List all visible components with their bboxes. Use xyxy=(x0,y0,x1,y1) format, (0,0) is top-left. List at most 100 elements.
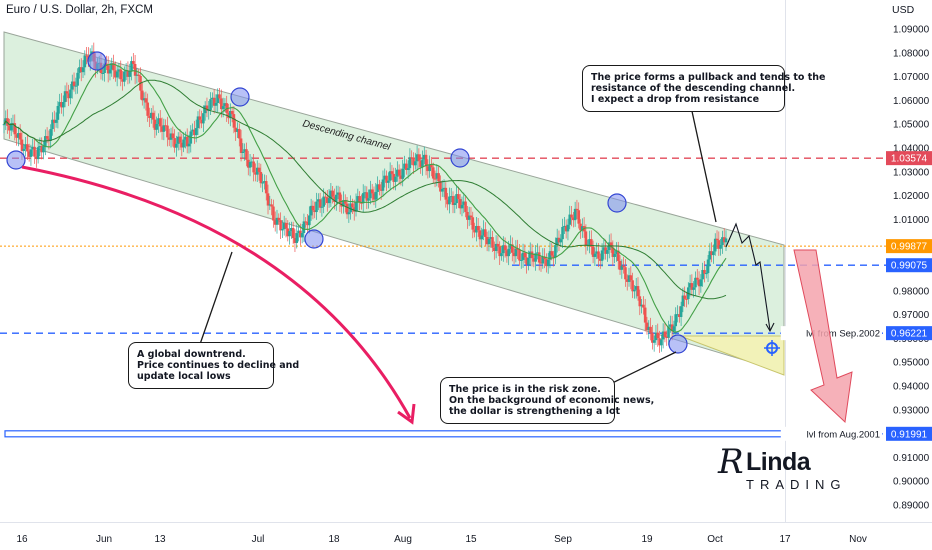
price-label-bg xyxy=(886,151,932,166)
candle-body xyxy=(507,248,510,257)
candle-body xyxy=(365,192,369,201)
candle-body xyxy=(521,252,525,260)
candle-body xyxy=(325,197,329,204)
price-label-bg xyxy=(886,426,932,441)
candle-body xyxy=(29,149,33,157)
candle-body xyxy=(117,69,121,72)
candle-body xyxy=(367,198,370,201)
candle-body xyxy=(555,237,559,246)
candle-body xyxy=(61,102,65,108)
candle-body xyxy=(349,203,352,213)
candle-body xyxy=(643,307,647,323)
candle-body xyxy=(453,203,457,205)
candle-body xyxy=(399,175,403,179)
candle-body xyxy=(704,273,708,275)
resistance-callout-line: resistance of the descending channel. xyxy=(591,83,796,94)
candle-body xyxy=(103,63,106,73)
candle-body xyxy=(697,279,701,287)
candle-body xyxy=(218,94,221,99)
time-axis-tick: 16 xyxy=(16,534,28,545)
candle-body xyxy=(123,71,126,82)
candle-body xyxy=(678,314,681,317)
candle-body xyxy=(412,157,415,166)
forecast-path xyxy=(725,222,771,331)
candle-body xyxy=(591,246,595,257)
candle-body xyxy=(530,251,534,259)
candle-body xyxy=(449,196,453,198)
candle-body xyxy=(568,214,572,225)
price-axis-tick: 1.01000 xyxy=(893,215,930,226)
candle-body xyxy=(297,230,300,234)
candle-body xyxy=(489,237,493,239)
candle-body xyxy=(293,238,297,243)
channel-touch-marker xyxy=(607,193,627,213)
candle-body xyxy=(351,203,354,208)
candle-body xyxy=(40,146,44,153)
candle-body xyxy=(327,198,331,204)
candle-body xyxy=(532,258,536,262)
time-axis-tick: Sep xyxy=(554,534,572,545)
price-axis-tick: 0.97000 xyxy=(893,310,930,321)
candle-body xyxy=(485,236,489,245)
candle-body xyxy=(669,324,672,327)
candle-body xyxy=(133,63,137,76)
candle-body xyxy=(162,125,166,132)
candle-body xyxy=(606,250,609,254)
candle-body xyxy=(81,67,85,73)
candle-body xyxy=(550,251,554,256)
candle-body xyxy=(178,136,182,143)
candle-body xyxy=(356,196,360,203)
price-axis-tick: 1.02000 xyxy=(893,191,930,202)
candle-body xyxy=(618,260,622,270)
time-axis-tick: 17 xyxy=(779,534,791,545)
candle-body xyxy=(654,332,658,341)
candle-body xyxy=(72,81,76,87)
candle-body xyxy=(148,115,151,119)
candle-body xyxy=(106,65,110,74)
candle-body xyxy=(712,251,715,256)
level-note: lvl from Aug.2001 xyxy=(807,429,880,440)
candle-body xyxy=(570,214,573,218)
candle-body xyxy=(457,194,460,200)
price-label-bg xyxy=(886,326,932,341)
candle-body xyxy=(467,215,471,220)
candle-body xyxy=(255,167,259,175)
price-axis-tick: 0.94000 xyxy=(893,382,930,393)
forecast-drop-arrow xyxy=(793,249,853,424)
price-label: 0.96221 xyxy=(891,329,928,340)
candle-body xyxy=(381,179,385,191)
candle-body xyxy=(252,161,255,173)
candle-body xyxy=(36,147,40,160)
candle-body xyxy=(277,217,281,221)
candle-body xyxy=(279,220,282,231)
candle-body xyxy=(518,249,521,261)
candle-body xyxy=(566,224,570,232)
risk-callout-line: the dollar is strengthening a lot xyxy=(449,406,621,417)
candle-body xyxy=(85,55,88,57)
candle-body xyxy=(604,247,607,254)
candle-body xyxy=(388,171,392,181)
candle-body xyxy=(660,339,663,346)
candle-body xyxy=(234,127,237,132)
candle-body xyxy=(308,215,311,226)
candle-body xyxy=(171,133,175,139)
candle-body xyxy=(396,169,399,177)
candle-body xyxy=(313,210,317,213)
candle-body xyxy=(248,162,252,168)
candle-body xyxy=(191,129,194,132)
candle-body xyxy=(369,189,372,199)
candle-body xyxy=(581,226,584,231)
candle-body xyxy=(426,166,430,172)
candle-body xyxy=(370,189,374,194)
candle-body xyxy=(462,201,466,205)
candle-body xyxy=(640,304,643,307)
candle-body xyxy=(54,119,58,123)
candle-body xyxy=(227,112,230,119)
forecast-path-arrowhead xyxy=(765,322,775,333)
candle-body xyxy=(331,190,334,197)
candle-body xyxy=(387,180,390,183)
time-axis-tick: Oct xyxy=(707,534,723,545)
channel-touch-marker xyxy=(668,334,688,354)
candle-body xyxy=(8,125,11,131)
candle-body xyxy=(559,239,563,243)
